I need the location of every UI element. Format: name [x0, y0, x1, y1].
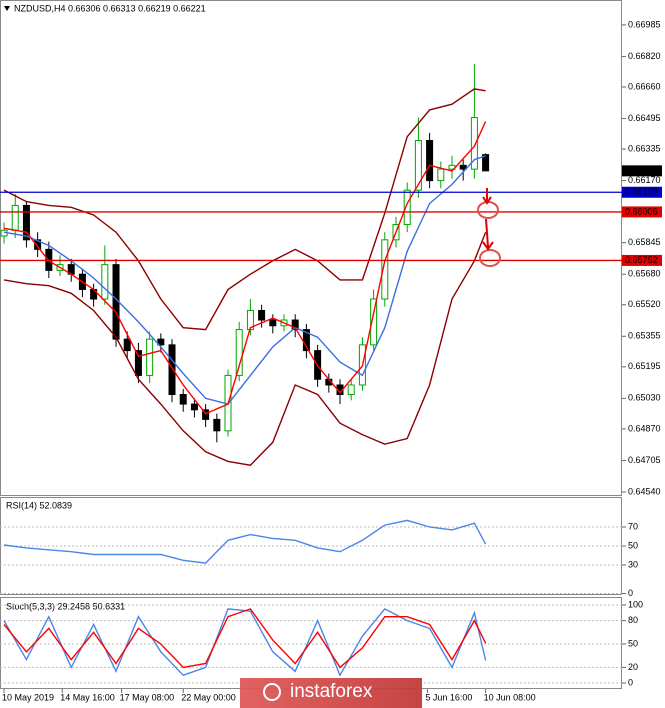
last-price-box [622, 165, 662, 177]
last-price-label: 0.66221 [625, 165, 658, 175]
y-tick-label: 0.65680 [628, 269, 661, 279]
candle-body [437, 168, 445, 182]
y-tick-label: 0.64870 [628, 423, 661, 433]
y-tick-label: 0.65195 [628, 361, 661, 371]
level-label: 0.66006 [625, 206, 658, 216]
y-tick-label: 50 [628, 540, 638, 550]
y-tick-label: 20 [628, 662, 638, 672]
candle-body [414, 139, 422, 191]
watermark-box [240, 678, 422, 708]
circle-mark [477, 201, 499, 219]
candle-body [34, 239, 42, 250]
y-tick-label: 0.64705 [628, 455, 661, 465]
y-tick-label: 0.66495 [628, 113, 661, 123]
y-tick-label: 30 [628, 559, 638, 569]
candle-body [470, 117, 478, 170]
candle-body [168, 344, 176, 396]
x-tick-label: 10 May 2019 [2, 692, 54, 702]
x-tick-label: 10 Jun 08:00 [484, 692, 536, 702]
arrow [485, 218, 489, 248]
y-tick-label: 0.66170 [628, 175, 661, 185]
candle-body [482, 154, 490, 172]
series-line [3, 88, 486, 331]
x-tick-label: 22 May 00:00 [181, 692, 236, 702]
candle-body [370, 298, 378, 346]
y-tick-label: 100 [628, 599, 643, 609]
watermark-logo [263, 683, 281, 701]
candle-body [258, 309, 266, 321]
main-panel [0, 0, 622, 496]
x-tick-label: 14 May 16:00 [60, 692, 115, 702]
series-line [3, 155, 486, 405]
candle-body [22, 204, 30, 241]
candle-body [179, 394, 187, 405]
series-line [3, 608, 487, 669]
series-line [3, 231, 487, 466]
y-tick-label: 0.65030 [628, 393, 661, 403]
menu-triangle [4, 6, 10, 11]
candle-body [134, 350, 142, 376]
plot-layer: 0.66985 0.66820 0.66660 0.66495 0.66335 0.661… [0, 19, 662, 702]
y-tick-label: 0.64540 [628, 486, 661, 496]
y-tick-label: 0.65355 [628, 331, 661, 341]
candle-body [146, 338, 154, 376]
series-line [3, 608, 487, 677]
candle-body [347, 384, 355, 396]
rsi-title: RSI(14) 52.0839 [6, 500, 72, 510]
y-tick-label: 0.65845 [628, 237, 661, 247]
watermark: instaforex [240, 678, 422, 708]
watermark-text: instaforex [290, 681, 373, 702]
candle-body [190, 403, 198, 411]
series-line [3, 519, 487, 564]
level-label-box [622, 254, 662, 266]
stoch-title: Stoch(5,3,3) 29.2458 50.6331 [6, 601, 125, 611]
candle-body [426, 139, 434, 182]
level-label-box [622, 186, 662, 198]
y-tick-label: 0.66820 [628, 51, 661, 61]
y-tick-label: 0.66985 [628, 19, 661, 29]
y-tick-label: 0 [628, 588, 633, 598]
candle-body [123, 338, 131, 352]
candle-body [11, 204, 19, 231]
y-tick-label: 70 [628, 521, 638, 531]
candle-body [459, 164, 467, 170]
chart-title: NZDUSD,H4 0.66306 0.66313 0.66219 0.6622… [14, 3, 206, 13]
candle-body [381, 239, 389, 300]
series-line [3, 121, 487, 415]
candle-body [269, 319, 277, 327]
y-tick-label: 0.65520 [628, 299, 661, 309]
candle-body [213, 418, 221, 432]
x-tick-label: 17 May 08:00 [120, 692, 175, 702]
level-label: 0.66109 [625, 187, 658, 197]
arrow-head [482, 241, 494, 251]
annotations [477, 188, 501, 267]
y-tick-label: 0 [628, 677, 633, 687]
candle-body [403, 189, 411, 226]
candle-body [291, 319, 299, 331]
level-label: 0.65752 [625, 255, 658, 265]
y-tick-label: 80 [628, 615, 638, 625]
candle-body [157, 338, 165, 346]
candle-body [101, 264, 109, 300]
y-tick-label: 0.66660 [628, 81, 661, 91]
candle-body [302, 329, 310, 352]
arrow-head [482, 196, 492, 205]
level-label-box [622, 206, 662, 218]
candle-body [202, 409, 210, 420]
x-tick-label: 5 Jun 16:00 [425, 692, 472, 702]
y-tick-label: 0.66335 [628, 143, 661, 153]
candle-body [235, 329, 243, 376]
y-tick-label: 50 [628, 638, 638, 648]
circle-mark [479, 249, 501, 267]
